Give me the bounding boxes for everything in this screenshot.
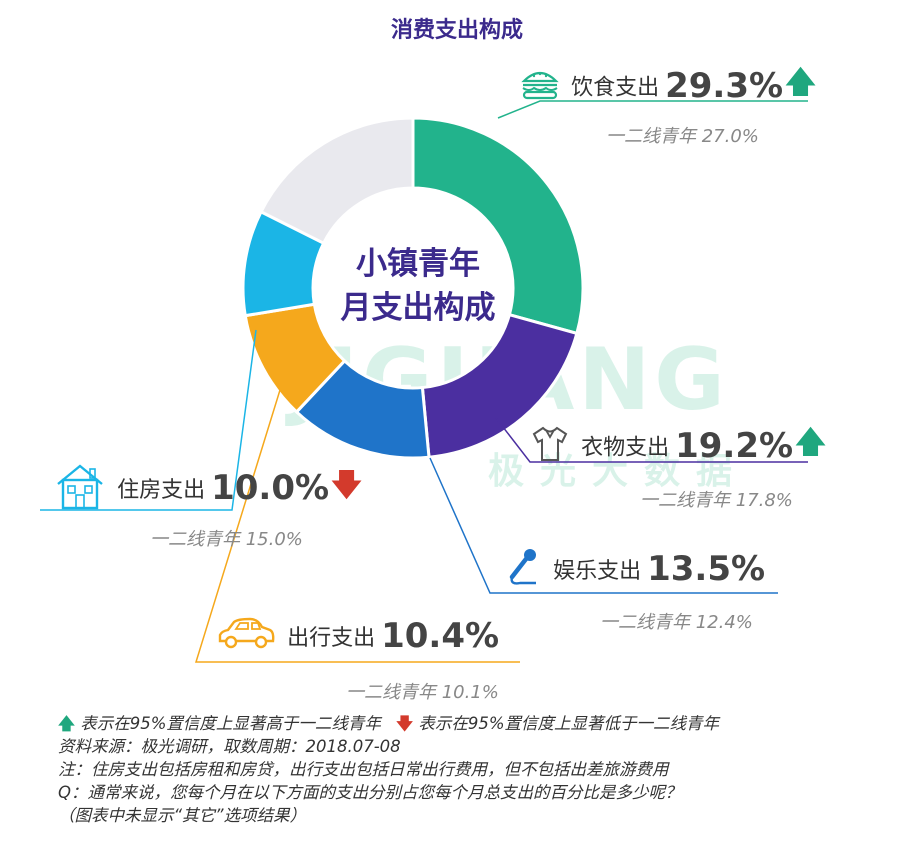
arrow-up-icon: 🡅 [58,714,75,733]
chart-title: 消费支出构成 [390,18,523,43]
label-fun-name: 娱乐支出 [553,559,642,584]
shirt-icon [530,425,570,467]
house-icon [54,462,106,514]
label-fun-pct: 13.5% [647,549,766,589]
car-icon [216,617,276,655]
donut-slice-5 [259,116,415,246]
label-food-name: 饮食支出 [571,75,660,101]
label-house: 住房支出 10.0%🡇 [54,462,362,514]
burger-icon [520,67,560,105]
donut-slice-0 [411,116,585,336]
label-clothes-compare: 一二线青年 17.8% [640,490,793,511]
arrow-up-icon: 🡅 [795,425,826,460]
label-food-compare: 一二线青年 27.0% [606,126,759,147]
label-travel-name: 出行支出 [287,626,376,651]
definition-note: 注：住房支出包括房租和房贷，出行支出包括日常出行费用，但不包括出差旅游费用 [58,760,669,779]
legend-down-text: 表示在95%置信度上显著低于一二线青年 [418,714,720,733]
leader-fun [429,457,778,594]
label-fun: 娱乐支出 13.5% [506,547,765,591]
label-fun-compare: 一二线青年 12.4% [600,612,753,633]
footnotes: 🡅 表示在95%置信度上显著高于一二线青年 🡇 表示在95%置信度上显著低于一二… [58,712,719,827]
microphone-icon [506,547,542,591]
label-clothes-name: 衣物支出 [581,435,670,461]
omitted-note: （图表中未显示“其它”选项结果） [58,806,307,825]
watermark-cn: 极光大数据 [488,451,749,492]
arrow-down-icon: 🡇 [396,714,414,733]
label-travel-pct: 10.4% [381,616,500,656]
leader-house [40,329,257,511]
label-travel: 出行支出 10.4% [216,616,499,656]
source-note: 资料来源：极光调研，取数周期：2018.07-08 [58,737,401,756]
legend-up-text: 表示在95%置信度上显著高于一二线青年 [80,714,381,733]
label-food: 饮食支出 29.3%🡅 [520,60,816,111]
label-clothes-pct: 19.2% [675,425,794,466]
label-travel-compare: 一二线青年 10.1% [346,682,499,703]
label-food-pct: 29.3% [665,65,784,106]
legend-line: 🡅 表示在95%置信度上显著高于一二线青年 🡇 表示在95%置信度上显著低于一二… [58,712,719,735]
label-house-pct: 10.0% [211,468,330,508]
center-label-line2: 月支出构成 [340,290,496,326]
arrow-down-icon: 🡇 [331,467,362,503]
leader-clothes [495,417,808,463]
label-clothes: 衣物支出 19.2%🡅 [530,420,826,471]
question-note: Q：通常来说，您每个月在以下方面的支出分别占您每个月总支出的百分比是多少呢？ [58,783,682,802]
label-house-compare: 一二线青年 15.0% [150,529,303,550]
arrow-up-icon: 🡅 [785,65,816,100]
leader-travel [194,389,520,663]
leader-food [497,100,808,119]
donut-center-label: 小镇青年 月支出构成 [300,242,536,330]
center-label-line1: 小镇青年 [356,246,480,282]
label-house-name: 住房支出 [117,478,206,503]
